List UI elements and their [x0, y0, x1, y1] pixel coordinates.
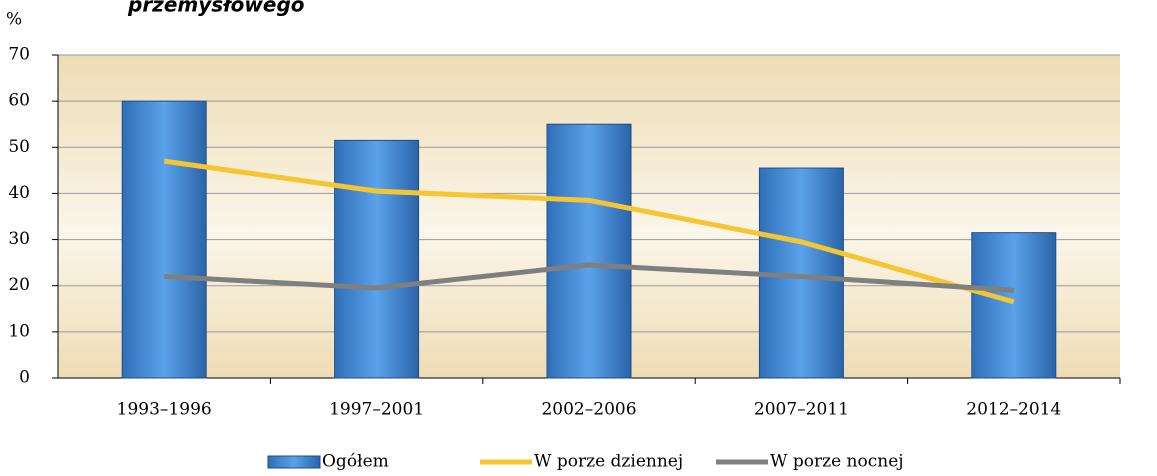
- bar: [334, 139, 420, 379]
- y-tick-label: 0: [19, 368, 30, 388]
- legend-label: W porze dziennej: [534, 452, 683, 472]
- y-tick-label: 20: [8, 275, 30, 295]
- y-tick-label: 50: [8, 137, 30, 157]
- x-tick-label: 2012–2014: [966, 400, 1061, 420]
- bar: [971, 232, 1057, 379]
- x-tick-label: 1997–2001: [329, 400, 424, 420]
- y-tick-label: 40: [8, 183, 30, 203]
- chart-title: przemysłowego: [127, 0, 305, 17]
- line: [163, 158, 1015, 305]
- x-tick-label: 2007–2011: [754, 400, 849, 420]
- bar: [121, 100, 207, 379]
- y-tick-label: 70: [8, 45, 30, 65]
- legend-label: W porze nocnej: [770, 452, 904, 472]
- legend-swatch: [267, 455, 321, 469]
- bar: [546, 123, 632, 379]
- x-tick-label: 1993–1996: [117, 400, 212, 420]
- legend-label: Ogółem: [322, 452, 389, 472]
- y-tick-label: 30: [8, 229, 30, 249]
- y-tick-label: 60: [8, 91, 30, 111]
- x-tick-label: 2002–2006: [541, 400, 636, 420]
- y-tick-label: 10: [8, 321, 30, 341]
- line: [164, 262, 1014, 293]
- y-axis-label: %: [6, 10, 22, 30]
